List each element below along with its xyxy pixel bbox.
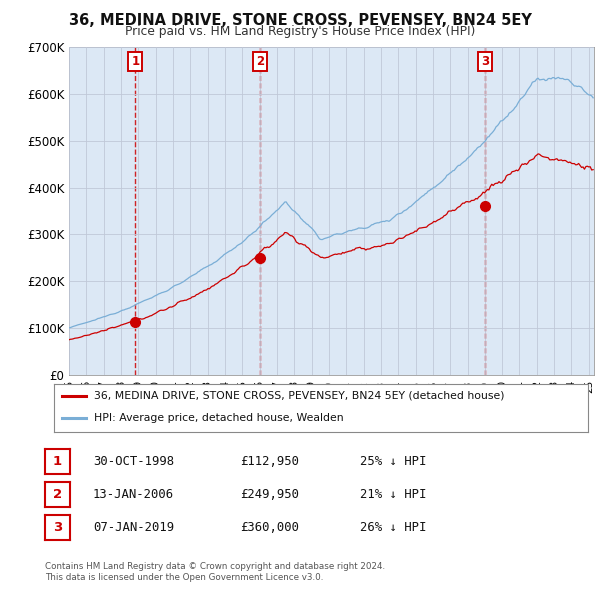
Text: 21% ↓ HPI: 21% ↓ HPI [360,488,427,501]
Text: Contains HM Land Registry data © Crown copyright and database right 2024.: Contains HM Land Registry data © Crown c… [45,562,385,571]
Text: HPI: Average price, detached house, Wealden: HPI: Average price, detached house, Weal… [94,414,344,424]
Text: 1: 1 [131,55,139,68]
Text: 25% ↓ HPI: 25% ↓ HPI [360,455,427,468]
Text: 36, MEDINA DRIVE, STONE CROSS, PEVENSEY, BN24 5EY (detached house): 36, MEDINA DRIVE, STONE CROSS, PEVENSEY,… [94,391,505,401]
Text: This data is licensed under the Open Government Licence v3.0.: This data is licensed under the Open Gov… [45,572,323,582]
Text: £112,950: £112,950 [240,455,299,468]
Text: 2: 2 [53,488,62,501]
Text: 2: 2 [256,55,265,68]
Text: 3: 3 [481,55,489,68]
Text: 07-JAN-2019: 07-JAN-2019 [93,521,174,534]
Text: 13-JAN-2006: 13-JAN-2006 [93,488,174,501]
Text: 36, MEDINA DRIVE, STONE CROSS, PEVENSEY, BN24 5EY: 36, MEDINA DRIVE, STONE CROSS, PEVENSEY,… [68,13,532,28]
Text: 1: 1 [53,455,62,468]
Text: 3: 3 [53,521,62,534]
Text: Price paid vs. HM Land Registry's House Price Index (HPI): Price paid vs. HM Land Registry's House … [125,25,475,38]
Text: 30-OCT-1998: 30-OCT-1998 [93,455,174,468]
Text: 26% ↓ HPI: 26% ↓ HPI [360,521,427,534]
Text: £360,000: £360,000 [240,521,299,534]
Text: £249,950: £249,950 [240,488,299,501]
